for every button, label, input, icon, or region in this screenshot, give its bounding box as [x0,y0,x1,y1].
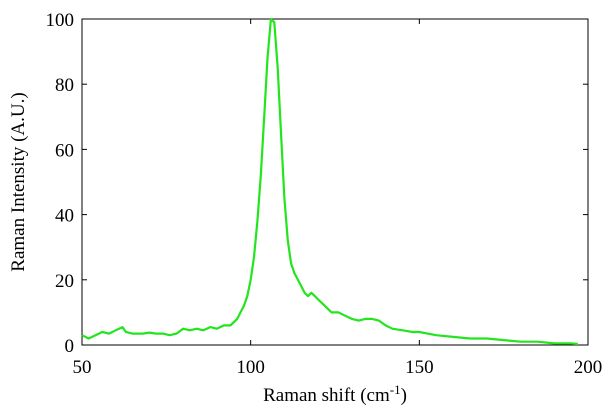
x-tick-label: 50 [73,357,92,378]
y-tick-label: 100 [46,10,75,31]
x-tick-label: 100 [236,357,265,378]
y-axis-ticks: 0 20 40 60 80 100 [46,10,588,357]
x-tick-label: 200 [574,357,603,378]
y-tick-label: 0 [65,336,75,357]
y-tick-label: 60 [55,140,74,161]
x-axis-label: Raman shift (cm-1) [263,382,407,406]
y-tick-label: 80 [55,75,74,96]
x-axis-label-suffix: ) [401,385,407,406]
y-tick-label: 40 [55,206,74,227]
series-line [81,17,578,346]
x-axis-label-superscript: -1 [390,382,401,397]
plot-frame [81,18,589,346]
y-axis-label: Raman Intensity (A.U.) [8,92,29,271]
y-tick-label: 20 [55,271,74,292]
x-tick-label: 150 [405,357,434,378]
x-axis-label-main: Raman shift (cm [263,385,390,406]
x-axis-ticks: 50 100 150 200 [73,19,603,378]
plot-area [81,17,589,346]
